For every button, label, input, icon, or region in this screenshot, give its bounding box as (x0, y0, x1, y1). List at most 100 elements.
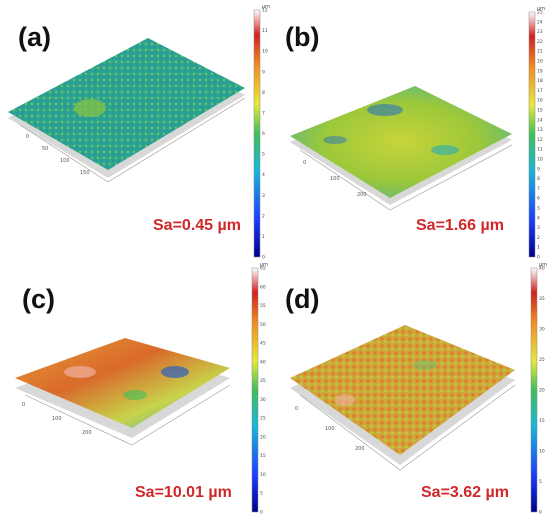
colorbar-tick-label: 5 (262, 152, 265, 158)
sa-value-d: Sa=3.62 µm (418, 483, 512, 503)
colorbar-tick-label: 12 (262, 8, 268, 14)
colorbar-tick-label: 2 (262, 213, 265, 219)
colorbar-tick-label: 7 (262, 110, 265, 116)
colorbar-tick-label: 3 (537, 225, 540, 231)
colorbar-tick-label: 21 (537, 49, 543, 55)
axis-label: 0 (26, 134, 29, 140)
axis-label: 200 (355, 446, 365, 452)
colorbar-tick-label: 7 (537, 186, 540, 192)
panel-b: 0 100 200 µm 0 1 2 3 4 5 6 7 8 9 10 11 12 13 14 15 16 17 1… (275, 0, 550, 261)
colorbar-tick-label: 3 (262, 193, 265, 199)
surface-plot-c: 0 100 200 µm 0 5 10 15 20 25 30 35 40 45 50 55 60 65 (15, 262, 268, 516)
colorbar-tick-label: 55 (260, 303, 266, 309)
colorbar-tick-label: 12 (537, 137, 543, 143)
axis-label: 0 (303, 160, 306, 166)
colorbar-tick-label: 22 (537, 39, 543, 45)
axis-label: 100 (325, 426, 335, 432)
colorbar-tick-label: 25 (260, 416, 266, 422)
colorbar-tick-label: 10 (537, 157, 543, 163)
colorbar-tick-label: 20 (539, 388, 545, 394)
colorbar-tick-label: 9 (262, 69, 265, 75)
axis-label: 100 (52, 416, 62, 422)
surface-top-a (8, 38, 245, 170)
sa-value-a: Sa=0.45 µm (150, 216, 244, 236)
colorbar-tick-label: 5 (260, 491, 263, 497)
axis-label: 0 (295, 406, 298, 412)
colorbar-tick-label: 30 (260, 397, 266, 403)
surface-top-c (15, 338, 230, 428)
colorbar-tick-label: 0 (262, 255, 265, 261)
panel-label-a: (a) (18, 22, 51, 52)
colorbar-a (253, 9, 261, 258)
panel-c: 0 100 200 µm 0 5 10 15 20 25 30 35 40 45 50 55 60 65 … (0, 260, 275, 519)
colorbar-tick-label: 17 (537, 88, 543, 94)
colorbar-tick-label: 65 (260, 266, 266, 272)
colorbar-tick-label: 20 (260, 434, 266, 440)
colorbar-tick-label: 40 (539, 266, 545, 272)
axis-label: 150 (80, 170, 90, 176)
surface-plot-d: 0 100 200 µm 0 5 10 15 20 25 30 35 40 (290, 262, 547, 516)
colorbar-tick-label: 5 (539, 479, 542, 485)
colorbar-tick-label: 10 (262, 49, 268, 55)
colorbar-tick-label: 14 (537, 117, 543, 123)
colorbar-tick-label: 40 (260, 359, 266, 365)
colorbar-tick-label: 24 (537, 19, 543, 25)
colorbar-tick-label: 8 (537, 176, 540, 182)
colorbar-tick-label: 6 (262, 131, 265, 137)
panel-d: 0 100 200 µm 0 5 10 15 20 25 30 35 40 (d) Sa=3.6… (275, 260, 550, 519)
colorbar-unit: µm (539, 262, 547, 268)
colorbar-tick-label: 15 (260, 453, 266, 459)
colorbar-tick-label: 35 (260, 378, 266, 384)
colorbar-tick-label: 25 (539, 357, 545, 363)
colorbar-tick-label: 1 (262, 234, 265, 240)
colorbar-tick-label: 20 (537, 59, 543, 65)
colorbar-tick-label: 30 (539, 327, 545, 333)
colorbar-ticks-d: 0 5 10 15 20 25 30 35 40 (539, 266, 545, 516)
colorbar-unit: µm (260, 262, 268, 268)
colorbar-unit: µm (262, 4, 270, 10)
panel-a: 0 50 100 150 µm 0 1 2 3 4 5 6 7 8 9 10 11 12 (a) Sa=… (0, 0, 275, 261)
colorbar-ticks-b: 0123456789101112131415161718192021222324… (537, 10, 543, 261)
colorbar-ticks-c: 0 5 10 15 20 25 30 35 40 45 50 55 60 65 (260, 266, 266, 516)
axis-label: 50 (42, 146, 48, 152)
colorbar-tick-label: 1 (537, 245, 540, 251)
axis-label: 200 (357, 192, 367, 198)
colorbar-tick-label: 6 (537, 196, 540, 202)
colorbar-b (528, 11, 536, 258)
colorbar-tick-label: 9 (537, 166, 540, 172)
colorbar-tick-label: 4 (262, 172, 265, 178)
colorbar-c (251, 267, 259, 513)
colorbar-tick-label: 16 (537, 98, 543, 104)
colorbar-tick-label: 13 (537, 127, 543, 133)
colorbar-tick-label: 8 (262, 90, 265, 96)
colorbar-tick-label: 0 (260, 510, 263, 516)
colorbar-tick-label: 2 (537, 235, 540, 241)
colorbar-tick-label: 25 (537, 10, 543, 16)
panel-label-b: (b) (285, 22, 320, 52)
colorbar-tick-label: 19 (537, 68, 543, 74)
axis-label: 100 (330, 176, 340, 182)
colorbar-tick-label: 50 (260, 322, 266, 328)
colorbar-tick-label: 11 (262, 28, 268, 34)
colorbar-unit: µm (537, 6, 545, 12)
axis-label: 100 (60, 158, 70, 164)
sa-value-b: Sa=1.66 µm (413, 216, 507, 236)
colorbar-tick-label: 11 (537, 147, 543, 153)
surface-top-d (290, 325, 515, 455)
colorbar-tick-label: 60 (260, 284, 266, 290)
surface-top-b (290, 86, 512, 198)
axis-label: 200 (82, 430, 92, 436)
colorbar-d (530, 267, 538, 513)
panel-label-c: (c) (22, 284, 55, 314)
colorbar-tick-label: 15 (539, 418, 545, 424)
colorbar-tick-label: 18 (537, 78, 543, 84)
colorbar-tick-label: 4 (537, 215, 540, 221)
surface-plot-b: 0 100 200 µm 012345678910111213141516171… (290, 6, 545, 261)
colorbar-tick-label: 35 (539, 296, 545, 302)
colorbar-tick-label: 23 (537, 29, 543, 35)
colorbar-tick-label: 10 (539, 449, 545, 455)
sa-value-c: Sa=10.01 µm (132, 483, 235, 503)
colorbar-tick-label: 0 (539, 510, 542, 516)
